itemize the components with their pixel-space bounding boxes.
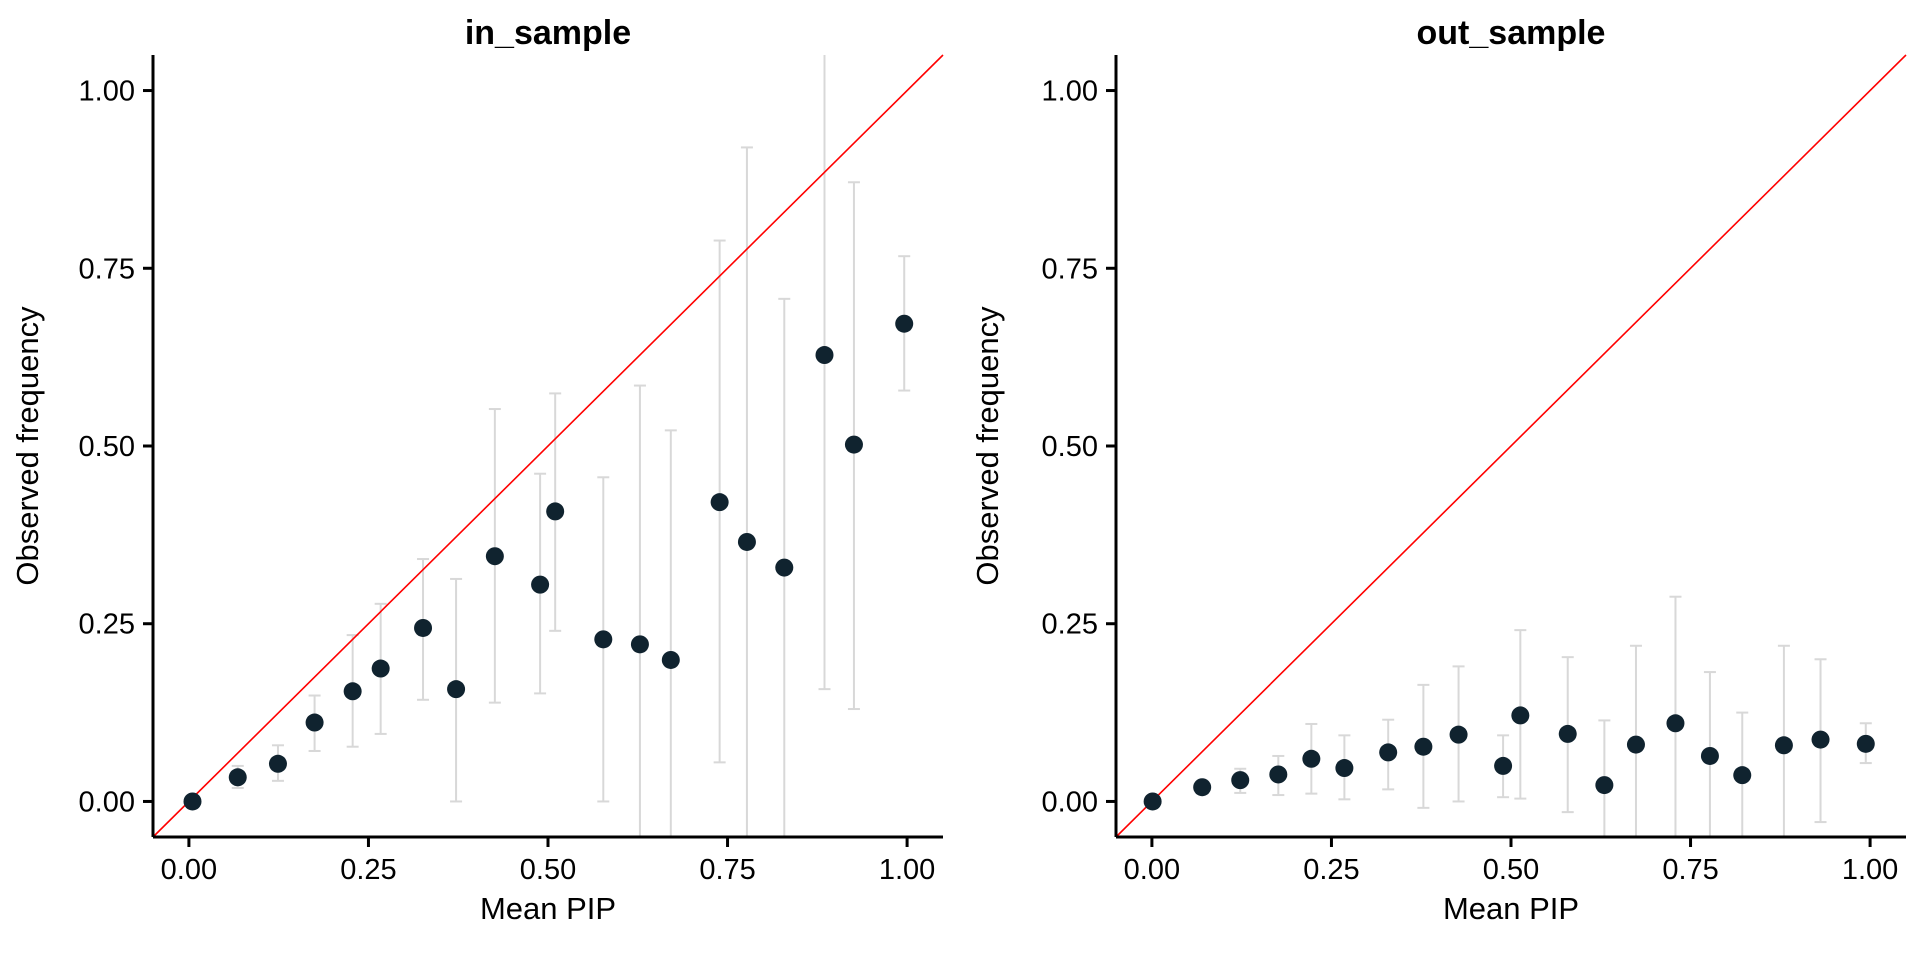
x-tick-label: 0.75	[1662, 854, 1718, 886]
x-tick-label: 0.00	[1124, 854, 1180, 886]
data-point	[815, 346, 834, 365]
data-point	[546, 502, 565, 521]
data-point	[1595, 776, 1614, 795]
data-point	[1811, 730, 1830, 749]
y-tick-label: 0.50	[79, 431, 135, 463]
data-point	[305, 713, 324, 732]
data-point	[1494, 756, 1513, 775]
x-axis-title-in-sample: Mean PIP	[479, 891, 617, 926]
data-point	[1666, 714, 1685, 733]
x-tick-label: 0.25	[1303, 854, 1359, 886]
x-tick-label: 0.25	[340, 854, 396, 886]
data-point	[1511, 706, 1530, 725]
panel-in_sample: 0.00 0.25 0.50 0.75 1.00 0.00 0.25 0.50 0.75 1.00	[79, 54, 944, 886]
y-tick-label: 0.25	[79, 609, 135, 641]
data-point	[1379, 743, 1398, 762]
panel-out_sample: 0.00 0.25 0.50 0.75 1.00 0.00 0.25 0.50 0.75 1.00	[1042, 54, 1907, 886]
identity-line	[152, 54, 944, 838]
y-tick-label: 1.00	[79, 76, 135, 108]
data-point	[737, 532, 756, 551]
data-point	[183, 792, 202, 811]
data-point	[447, 680, 466, 699]
x-tick-label: 0.75	[699, 854, 755, 886]
y-tick-label: 0.75	[1042, 253, 1098, 285]
panel-title-out-sample: out_sample	[1416, 14, 1606, 52]
data-point	[414, 618, 433, 637]
data-point	[1143, 792, 1162, 811]
data-point	[1269, 765, 1288, 784]
x-axis-title-out-sample: Mean PIP	[1442, 891, 1580, 926]
data-point	[1774, 736, 1793, 755]
data-point	[343, 682, 362, 701]
data-point	[1558, 724, 1577, 743]
data-point	[1335, 759, 1354, 778]
data-point	[844, 435, 863, 454]
data-point	[1414, 737, 1433, 756]
panel-title-in-sample: in_sample	[464, 14, 632, 52]
y-tick-label: 1.00	[1042, 76, 1098, 108]
y-tick-label: 0.00	[1042, 786, 1098, 818]
y-tick-label: 0.75	[79, 253, 135, 285]
y-tick-label: 0.00	[79, 786, 135, 818]
data-point	[371, 659, 390, 678]
x-tick-label: 1.00	[1842, 854, 1898, 886]
x-tick-label: 0.50	[1483, 854, 1539, 886]
x-tick-label: 0.00	[161, 854, 217, 886]
data-point	[1856, 734, 1875, 753]
data-point	[485, 547, 504, 566]
identity-line	[1115, 54, 1907, 838]
y-tick-label: 0.50	[1042, 431, 1098, 463]
data-point	[1193, 778, 1212, 797]
data-point	[710, 493, 729, 512]
data-point	[1449, 725, 1468, 744]
data-point	[531, 575, 550, 594]
y-tick-label: 0.25	[1042, 609, 1098, 641]
data-point	[1231, 771, 1250, 790]
y-axis-title-in-sample: Observed frequency	[10, 306, 45, 586]
x-tick-label: 1.00	[879, 854, 935, 886]
data-point	[1700, 746, 1719, 765]
data-point	[228, 768, 247, 787]
data-point	[268, 754, 287, 773]
data-point	[594, 630, 613, 649]
data-point	[630, 635, 649, 654]
data-point	[1302, 749, 1321, 768]
y-axis-title-out-sample: Observed frequency	[970, 306, 1005, 586]
data-point	[895, 314, 914, 333]
data-point	[1733, 766, 1752, 785]
data-point	[775, 558, 794, 577]
data-point	[661, 650, 680, 669]
data-point	[1626, 735, 1645, 754]
x-tick-label: 0.50	[520, 854, 576, 886]
